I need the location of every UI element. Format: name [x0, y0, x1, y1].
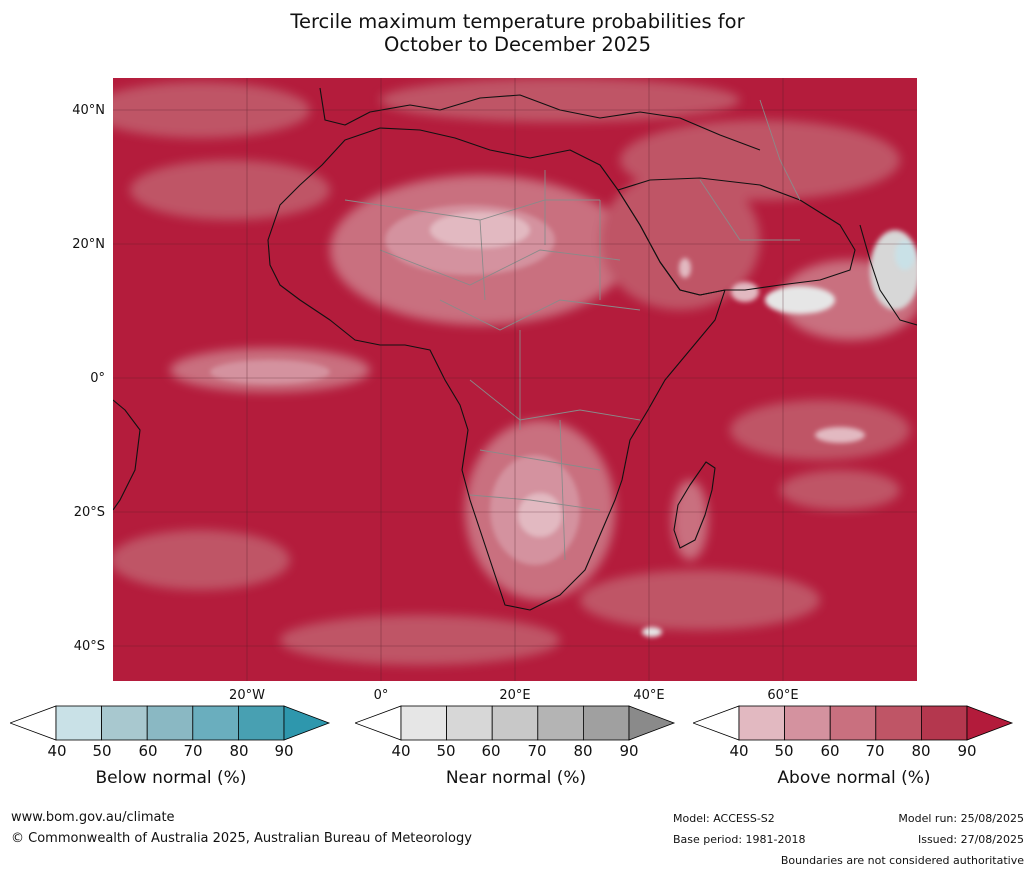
- lat-label-20n: 20°N: [72, 237, 105, 252]
- model-run-text: Model run: 25/08/2025: [898, 812, 1024, 825]
- near-swatch-5: [582, 705, 630, 741]
- lat-label-20s: 20°S: [73, 505, 105, 520]
- lat-label-40s: 40°S: [73, 639, 105, 654]
- lon-label-0: 0°: [373, 688, 389, 703]
- above-tick-90: 90: [957, 742, 977, 760]
- above-tick-70: 70: [865, 742, 885, 760]
- near-normal-colorbar: [355, 705, 676, 741]
- above-extend-high: [966, 705, 1014, 741]
- below-swatch-2: [101, 705, 148, 741]
- title-line-1: Tercile maximum temperature probabilitie…: [290, 10, 745, 33]
- india-coastline: [859, 224, 917, 326]
- below-swatch-5: [237, 705, 285, 741]
- above-tick-50: 50: [774, 742, 794, 760]
- near-normal-title: Near normal (%): [445, 768, 587, 788]
- below-normal-title: Below normal (%): [95, 768, 247, 788]
- graticule: [113, 78, 917, 681]
- lat-label-equator: 0°: [90, 371, 105, 386]
- above-swatch-4: [875, 705, 922, 741]
- disclaimer-text: Boundaries are not considered authoritat…: [780, 854, 1024, 867]
- above-tick-80: 80: [911, 742, 931, 760]
- near-tick-70: 70: [527, 742, 547, 760]
- copyright-text: © Commonwealth of Australia 2025, Austra…: [11, 831, 472, 846]
- chart-title: Tercile maximum temperature probabilitie…: [0, 10, 1035, 56]
- near-swatch-3: [491, 705, 539, 741]
- above-swatch-2: [784, 705, 831, 741]
- near-extend-low: [355, 705, 402, 741]
- madagascar-coastline: [673, 461, 716, 549]
- below-extend-low: [10, 705, 57, 741]
- near-tick-60: 60: [481, 742, 501, 760]
- above-swatch-5: [920, 705, 968, 741]
- probability-shading-light: [210, 205, 917, 637]
- near-swatch-2: [446, 705, 493, 741]
- near-swatch-4: [537, 705, 584, 741]
- europe-coastline: [319, 87, 761, 151]
- country-borders: [344, 99, 801, 561]
- below-tick-90: 90: [274, 742, 294, 760]
- below-tick-80: 80: [229, 742, 249, 760]
- south-america-coastline: [113, 399, 141, 511]
- near-swatch-1: [400, 705, 447, 741]
- lon-label-60e: 60°E: [767, 688, 799, 703]
- below-swatch-3: [146, 705, 194, 741]
- lat-label-40n: 40°N: [72, 103, 105, 118]
- arabia-coastline: [617, 177, 856, 296]
- above-swatch-3: [829, 705, 877, 741]
- below-tick-70: 70: [183, 742, 203, 760]
- above-normal-title: Above normal (%): [777, 768, 931, 788]
- near-tick-80: 80: [573, 742, 593, 760]
- coastlines: [113, 87, 917, 611]
- above-swatch-1: [738, 705, 785, 741]
- above-normal-colorbar: [693, 705, 1014, 741]
- lon-label-20w: 20°W: [229, 688, 265, 703]
- issued-text: Issued: 27/08/2025: [917, 833, 1024, 846]
- near-tick-40: 40: [391, 742, 411, 760]
- base-period-text: Base period: 1981-2018: [673, 833, 806, 846]
- below-tick-60: 60: [138, 742, 158, 760]
- lon-label-20e: 20°E: [499, 688, 531, 703]
- below-swatch-4: [192, 705, 239, 741]
- below-tick-50: 50: [92, 742, 112, 760]
- below-extend-high: [283, 705, 331, 741]
- title-line-2: October to December 2025: [384, 33, 651, 56]
- model-text: Model: ACCESS-S2: [673, 812, 775, 825]
- near-tick-50: 50: [436, 742, 456, 760]
- below-tick-40: 40: [47, 742, 67, 760]
- website-link[interactable]: www.bom.gov.au/climate: [11, 810, 175, 825]
- below-swatch-1: [55, 705, 102, 741]
- lon-label-40e: 40°E: [633, 688, 665, 703]
- near-extend-high: [628, 705, 676, 741]
- above-extend-low: [693, 705, 740, 741]
- below-normal-colorbar: [10, 705, 331, 741]
- near-tick-90: 90: [619, 742, 639, 760]
- africa-coastline: [267, 127, 726, 611]
- above-tick-40: 40: [729, 742, 749, 760]
- above-tick-60: 60: [820, 742, 840, 760]
